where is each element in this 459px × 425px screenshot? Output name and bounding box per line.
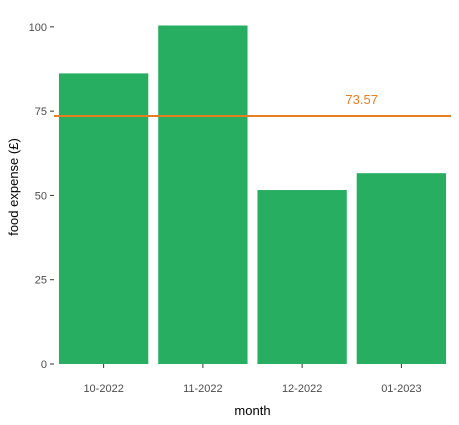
x-tick-label: 10-2022 (83, 383, 123, 395)
y-tick-label: 75 (35, 106, 47, 118)
y-tick-label: 25 (35, 275, 47, 287)
x-tick-label: 01-2023 (381, 383, 421, 395)
x-axis-title: month (234, 403, 270, 418)
x-tick-label: 12-2022 (282, 383, 322, 395)
y-tick-label: 0 (41, 359, 47, 371)
bar (257, 190, 347, 364)
y-tick-label: 100 (29, 22, 47, 34)
bar (356, 173, 447, 364)
x-tick-label: 11-2022 (183, 383, 223, 395)
x-axis-ticks: 10-2022 11-2022 12-2022 01-2023 (83, 364, 422, 395)
y-axis-title: food expense (£) (6, 138, 21, 236)
bar (58, 73, 149, 364)
bars (58, 25, 447, 364)
y-tick-label: 50 (35, 190, 47, 202)
bar (158, 25, 248, 364)
y-axis-ticks: 0 25 50 75 100 (29, 22, 54, 371)
mean-reference-label: 73.57 (345, 92, 378, 107)
